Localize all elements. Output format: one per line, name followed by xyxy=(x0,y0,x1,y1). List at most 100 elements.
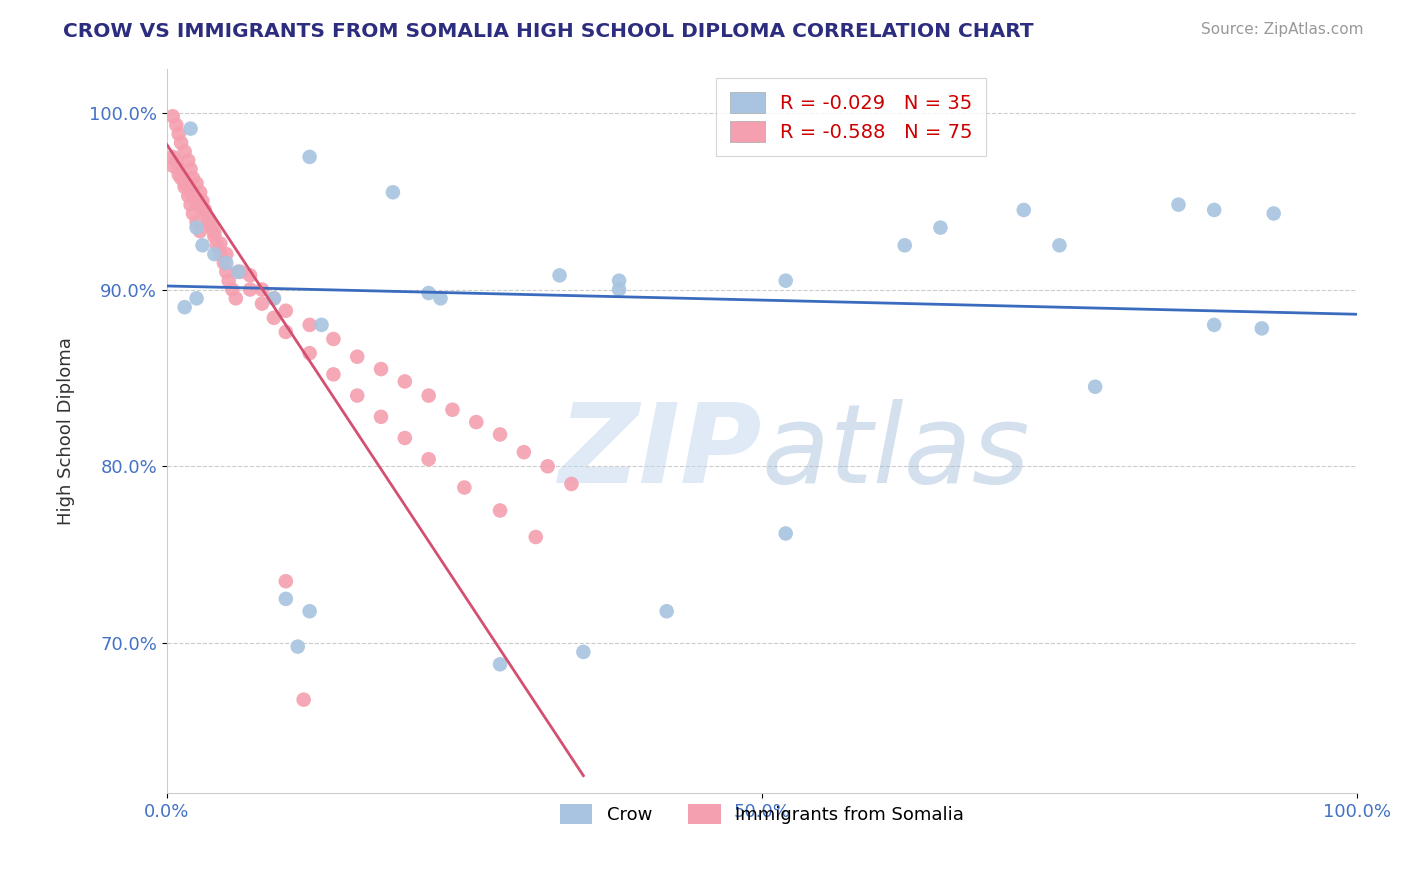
Point xyxy=(162,159,184,173)
Point xyxy=(239,268,262,283)
Point xyxy=(167,168,190,182)
Point xyxy=(655,604,678,618)
Point xyxy=(197,215,219,229)
Point xyxy=(188,186,211,200)
Point xyxy=(215,265,238,279)
Point xyxy=(572,645,595,659)
Point xyxy=(180,197,202,211)
Point xyxy=(191,238,214,252)
Point xyxy=(489,503,512,517)
Point xyxy=(1167,197,1189,211)
Point xyxy=(607,274,630,288)
Point xyxy=(170,171,193,186)
Point xyxy=(167,162,190,177)
Point xyxy=(1084,380,1107,394)
Point xyxy=(215,247,238,261)
Point xyxy=(250,283,273,297)
Text: atlas: atlas xyxy=(762,400,1031,506)
Point xyxy=(165,118,187,132)
Point xyxy=(537,459,560,474)
Point xyxy=(453,481,475,495)
Point xyxy=(218,274,240,288)
Point xyxy=(202,226,225,240)
Point xyxy=(394,431,416,445)
Point xyxy=(394,375,416,389)
Point xyxy=(201,220,224,235)
Point xyxy=(167,127,190,141)
Y-axis label: High School Diploma: High School Diploma xyxy=(58,337,75,524)
Point xyxy=(370,409,392,424)
Point xyxy=(162,150,184,164)
Point xyxy=(370,362,392,376)
Point xyxy=(191,194,214,208)
Point xyxy=(170,136,193,150)
Point xyxy=(418,452,440,467)
Point xyxy=(209,247,232,261)
Point xyxy=(177,153,200,168)
Point xyxy=(186,220,208,235)
Point xyxy=(209,236,232,251)
Point xyxy=(322,332,344,346)
Point xyxy=(775,274,797,288)
Point xyxy=(465,415,488,429)
Point xyxy=(489,657,512,672)
Point xyxy=(186,215,208,229)
Point xyxy=(1263,206,1285,220)
Point xyxy=(186,291,208,305)
Point xyxy=(205,238,228,252)
Point xyxy=(180,162,202,177)
Point xyxy=(429,291,451,305)
Point xyxy=(162,109,184,123)
Point xyxy=(188,224,211,238)
Point xyxy=(418,388,440,402)
Point xyxy=(250,296,273,310)
Point xyxy=(346,388,368,402)
Point xyxy=(311,318,333,332)
Point xyxy=(775,526,797,541)
Point xyxy=(274,591,297,606)
Point xyxy=(181,206,204,220)
Text: ZIP: ZIP xyxy=(558,400,762,506)
Point xyxy=(263,291,285,305)
Point xyxy=(381,186,404,200)
Point xyxy=(180,186,202,200)
Point xyxy=(1012,202,1035,217)
Point xyxy=(1250,321,1272,335)
Point xyxy=(202,229,225,244)
Point xyxy=(548,268,571,283)
Point xyxy=(212,256,235,270)
Point xyxy=(181,171,204,186)
Point xyxy=(292,692,315,706)
Text: Source: ZipAtlas.com: Source: ZipAtlas.com xyxy=(1201,22,1364,37)
Point xyxy=(186,177,208,191)
Point xyxy=(346,350,368,364)
Point xyxy=(298,346,321,360)
Point xyxy=(197,211,219,226)
Point xyxy=(173,145,195,159)
Point xyxy=(929,220,952,235)
Point xyxy=(274,303,297,318)
Point xyxy=(298,604,321,618)
Point xyxy=(1204,202,1226,217)
Point xyxy=(177,189,200,203)
Point xyxy=(287,640,309,654)
Point xyxy=(226,265,249,279)
Point xyxy=(560,477,582,491)
Point xyxy=(239,283,262,297)
Point xyxy=(322,368,344,382)
Point xyxy=(418,286,440,301)
Point xyxy=(893,238,915,252)
Point xyxy=(298,318,321,332)
Point xyxy=(215,256,238,270)
Legend: Crow, Immigrants from Somalia: Crow, Immigrants from Somalia xyxy=(548,794,974,835)
Point xyxy=(274,325,297,339)
Text: CROW VS IMMIGRANTS FROM SOMALIA HIGH SCHOOL DIPLOMA CORRELATION CHART: CROW VS IMMIGRANTS FROM SOMALIA HIGH SCH… xyxy=(63,22,1033,41)
Point xyxy=(489,427,512,442)
Point xyxy=(173,177,195,191)
Point xyxy=(180,121,202,136)
Point xyxy=(202,247,225,261)
Point xyxy=(513,445,536,459)
Point xyxy=(191,202,214,217)
Point xyxy=(226,265,249,279)
Point xyxy=(607,283,630,297)
